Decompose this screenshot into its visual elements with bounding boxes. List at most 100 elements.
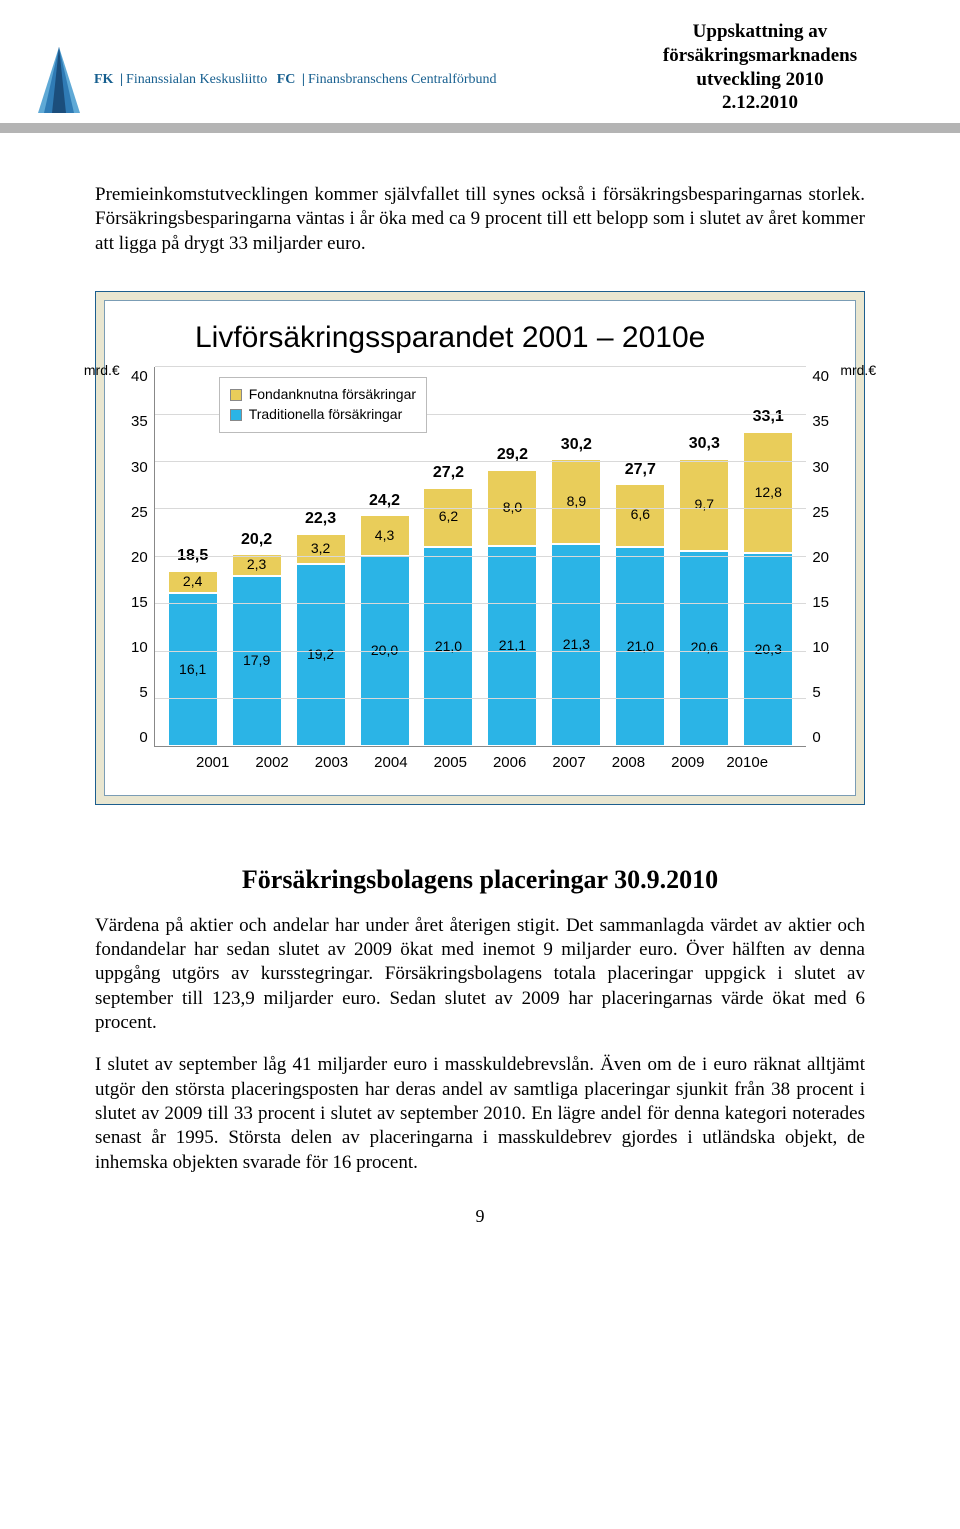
x-tick: 2010e (722, 753, 772, 772)
bar-column: 27,26,221,0 (423, 488, 473, 746)
bar-segment-label: 21,1 (488, 637, 536, 655)
gridline (155, 603, 807, 604)
bar-total-label: 29,2 (482, 445, 542, 465)
gridline (155, 651, 807, 652)
bar-segment-label: 21,0 (424, 638, 472, 656)
content: Premieinkomstutvecklingen kommer självfa… (0, 133, 960, 1258)
bar-segment-label: 17,9 (233, 652, 281, 670)
y-tick: 35 (812, 412, 829, 431)
x-axis-wrap: 2001200220032004200520062007200820092010… (125, 747, 835, 772)
header: FK |Finanssialan Keskusliitto FC |Finans… (0, 0, 960, 133)
gridline (155, 698, 807, 699)
bar-segment-label: 9,7 (680, 496, 728, 514)
bar-segment-trad: 21,0 (423, 547, 473, 747)
legend-swatch (230, 409, 242, 421)
chart-legend: Fondanknutna försäkringar Traditionella f… (219, 377, 427, 433)
chart-title: Livförsäkringssparandet 2001 – 2010e (125, 319, 835, 357)
y-tick: 5 (131, 683, 148, 702)
bar-column: 33,112,820,3 (743, 432, 793, 746)
bar-segment-trad: 19,2 (296, 564, 346, 746)
bar-segment-trad: 21,3 (551, 544, 601, 746)
y-tick: 0 (131, 728, 148, 747)
y-unit-left: mrd.€ (84, 362, 120, 380)
y-tick: 30 (812, 458, 829, 477)
chart-inner-box: Livförsäkringssparandet 2001 – 2010e mrd… (104, 300, 856, 796)
x-tick: 2008 (603, 753, 653, 772)
y-unit-right: mrd.€ (840, 362, 876, 380)
y-tick: 10 (812, 638, 829, 657)
gridline (155, 508, 807, 509)
x-tick: 2009 (663, 753, 713, 772)
page: FK |Finanssialan Keskusliitto FC |Finans… (0, 0, 960, 1258)
bar-column: 29,28,021,1 (487, 470, 537, 746)
title-l4: 2.12.2010 (630, 91, 890, 115)
bar-segment-trad: 20,6 (679, 551, 729, 747)
legend-row: Fondanknutna försäkringar (230, 386, 416, 404)
y-tick: 35 (131, 412, 148, 431)
bar-total-label: 27,2 (418, 463, 478, 483)
bar-segment-fond: 9,7 (679, 459, 729, 551)
y-tick: 25 (131, 503, 148, 522)
y-tick: 40 (131, 367, 148, 386)
bar-segment-label: 20,6 (680, 640, 728, 658)
bar-segment-label: 19,2 (297, 646, 345, 664)
org-sv: Finansbranschens Centralförbund (308, 72, 497, 87)
y-tick: 20 (812, 548, 829, 567)
bar-total-label: 27,7 (610, 460, 670, 480)
chart-body: mrd.€ 4035302520151050 Fondanknutna förs… (125, 367, 835, 747)
y-tick: 20 (131, 548, 148, 567)
bar-segment-trad: 21,1 (487, 546, 537, 746)
page-number: 9 (95, 1205, 865, 1228)
bar-segment-fond: 6,2 (423, 488, 473, 547)
legend-row: Traditionella försäkringar (230, 406, 416, 424)
y-tick: 40 (812, 367, 829, 386)
title-l2: försäkringsmarknadens (630, 44, 890, 68)
gridline (155, 366, 807, 367)
y-tick: 10 (131, 638, 148, 657)
bar-segment-fond: 12,8 (743, 432, 793, 554)
section-heading: Försäkringsbolagens placeringar 30.9.201… (95, 863, 865, 896)
bar-column: 27,76,621,0 (615, 484, 665, 746)
x-tick: 2003 (306, 753, 356, 772)
bar-column: 24,24,320,0 (360, 515, 410, 746)
bar-segment-label: 4,3 (361, 527, 409, 545)
bar-total-label: 30,2 (546, 435, 606, 455)
bar-total-label: 30,3 (674, 434, 734, 454)
paragraph-3: I slutet av september låg 41 miljarder e… (95, 1053, 865, 1175)
bar-segment-fond: 8,9 (551, 459, 601, 544)
chart-outer-box: Livförsäkringssparandet 2001 – 2010e mrd… (95, 291, 865, 805)
x-tick: 2004 (366, 753, 416, 772)
y-tick: 25 (812, 503, 829, 522)
title-l3: utveckling 2010 (630, 68, 890, 92)
bar-segment-label: 6,2 (424, 508, 472, 526)
x-tick: 2002 (247, 753, 297, 772)
fk-logo-icon (30, 45, 88, 115)
bar-segment-trad: 17,9 (232, 576, 282, 746)
header-title: Uppskattning av försäkringsmarknadens ut… (630, 20, 890, 115)
org-name: FK |Finanssialan Keskusliitto FC |Finans… (94, 72, 497, 88)
y-tick: 0 (812, 728, 829, 747)
y-tick: 5 (812, 683, 829, 702)
bar-segment-label: 2,3 (233, 556, 281, 574)
x-tick: 2007 (544, 753, 594, 772)
paragraph-1: Premieinkomstutvecklingen kommer självfa… (95, 183, 865, 256)
org-fi: Finanssialan Keskusliitto (126, 72, 267, 87)
bar-segment-fond: 2,3 (232, 554, 282, 576)
chart-plot: Fondanknutna försäkringar Traditionella f… (154, 367, 807, 747)
bar-segment-label: 16,1 (169, 661, 217, 679)
bar-total-label: 20,2 (227, 530, 287, 550)
bar-total-label: 33,1 (738, 407, 798, 427)
org-fk: FK (94, 72, 113, 87)
y-tick: 15 (131, 593, 148, 612)
bar-segment-fond: 3,2 (296, 534, 346, 564)
gridline (155, 461, 807, 462)
x-tick: 2006 (485, 753, 535, 772)
gridline (155, 556, 807, 557)
x-axis: 2001200220032004200520062007200820092010… (177, 747, 783, 772)
bar-segment-label: 12,8 (744, 484, 792, 502)
legend-label: Traditionella försäkringar (249, 406, 403, 424)
bar-column: 18,52,416,1 (168, 571, 218, 747)
bar-segment-trad: 16,1 (168, 593, 218, 746)
bar-total-label: 22,3 (291, 509, 351, 529)
logo-block: FK |Finanssialan Keskusliitto FC |Finans… (30, 45, 630, 115)
